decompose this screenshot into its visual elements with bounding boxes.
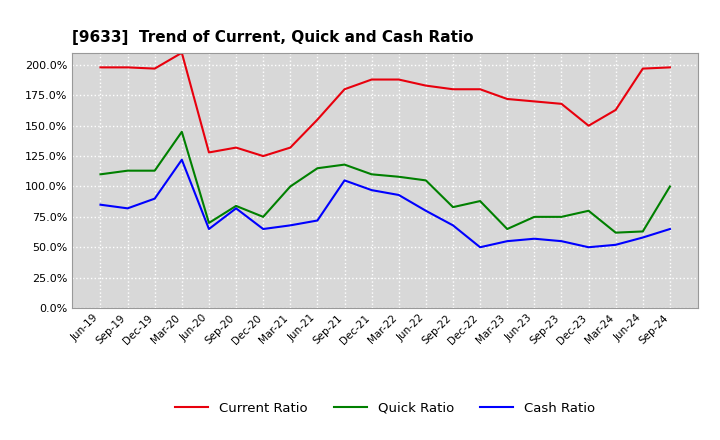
Quick Ratio xyxy=(665,184,674,189)
Current Ratio xyxy=(178,50,186,55)
Quick Ratio xyxy=(341,162,349,167)
Current Ratio xyxy=(476,87,485,92)
Quick Ratio xyxy=(584,208,593,213)
Cash Ratio xyxy=(395,192,403,198)
Quick Ratio xyxy=(421,178,430,183)
Quick Ratio xyxy=(204,220,213,226)
Current Ratio xyxy=(367,77,376,82)
Current Ratio xyxy=(530,99,539,104)
Current Ratio xyxy=(232,145,240,150)
Quick Ratio xyxy=(178,129,186,135)
Cash Ratio xyxy=(341,178,349,183)
Cash Ratio xyxy=(313,218,322,223)
Current Ratio xyxy=(123,65,132,70)
Cash Ratio xyxy=(557,238,566,244)
Quick Ratio xyxy=(530,214,539,220)
Cash Ratio xyxy=(611,242,620,247)
Quick Ratio xyxy=(476,198,485,204)
Cash Ratio xyxy=(584,245,593,250)
Line: Current Ratio: Current Ratio xyxy=(101,53,670,156)
Cash Ratio xyxy=(96,202,105,207)
Current Ratio xyxy=(584,123,593,128)
Quick Ratio xyxy=(96,172,105,177)
Legend: Current Ratio, Quick Ratio, Cash Ratio: Current Ratio, Quick Ratio, Cash Ratio xyxy=(170,396,600,420)
Current Ratio xyxy=(286,145,294,150)
Cash Ratio xyxy=(204,226,213,231)
Quick Ratio xyxy=(123,168,132,173)
Cash Ratio xyxy=(232,206,240,211)
Cash Ratio xyxy=(286,223,294,228)
Current Ratio xyxy=(557,101,566,106)
Quick Ratio xyxy=(503,226,511,231)
Quick Ratio xyxy=(232,203,240,209)
Current Ratio xyxy=(421,83,430,88)
Current Ratio xyxy=(395,77,403,82)
Line: Cash Ratio: Cash Ratio xyxy=(101,160,670,247)
Cash Ratio xyxy=(178,157,186,162)
Cash Ratio xyxy=(367,187,376,193)
Current Ratio xyxy=(313,117,322,122)
Cash Ratio xyxy=(150,196,159,201)
Cash Ratio xyxy=(639,235,647,240)
Current Ratio xyxy=(665,65,674,70)
Line: Quick Ratio: Quick Ratio xyxy=(101,132,670,233)
Quick Ratio xyxy=(367,172,376,177)
Quick Ratio xyxy=(639,229,647,234)
Current Ratio xyxy=(341,87,349,92)
Cash Ratio xyxy=(503,238,511,244)
Quick Ratio xyxy=(449,205,457,210)
Current Ratio xyxy=(449,87,457,92)
Cash Ratio xyxy=(259,226,268,231)
Cash Ratio xyxy=(421,208,430,213)
Quick Ratio xyxy=(286,184,294,189)
Quick Ratio xyxy=(395,174,403,180)
Current Ratio xyxy=(96,65,105,70)
Cash Ratio xyxy=(665,226,674,231)
Cash Ratio xyxy=(476,245,485,250)
Current Ratio xyxy=(611,107,620,113)
Quick Ratio xyxy=(150,168,159,173)
Current Ratio xyxy=(503,96,511,102)
Cash Ratio xyxy=(530,236,539,242)
Current Ratio xyxy=(150,66,159,71)
Current Ratio xyxy=(639,66,647,71)
Current Ratio xyxy=(259,154,268,159)
Cash Ratio xyxy=(123,206,132,211)
Quick Ratio xyxy=(313,165,322,171)
Quick Ratio xyxy=(259,214,268,220)
Current Ratio xyxy=(204,150,213,155)
Cash Ratio xyxy=(449,223,457,228)
Quick Ratio xyxy=(557,214,566,220)
Quick Ratio xyxy=(611,230,620,235)
Text: [9633]  Trend of Current, Quick and Cash Ratio: [9633] Trend of Current, Quick and Cash … xyxy=(72,29,474,45)
